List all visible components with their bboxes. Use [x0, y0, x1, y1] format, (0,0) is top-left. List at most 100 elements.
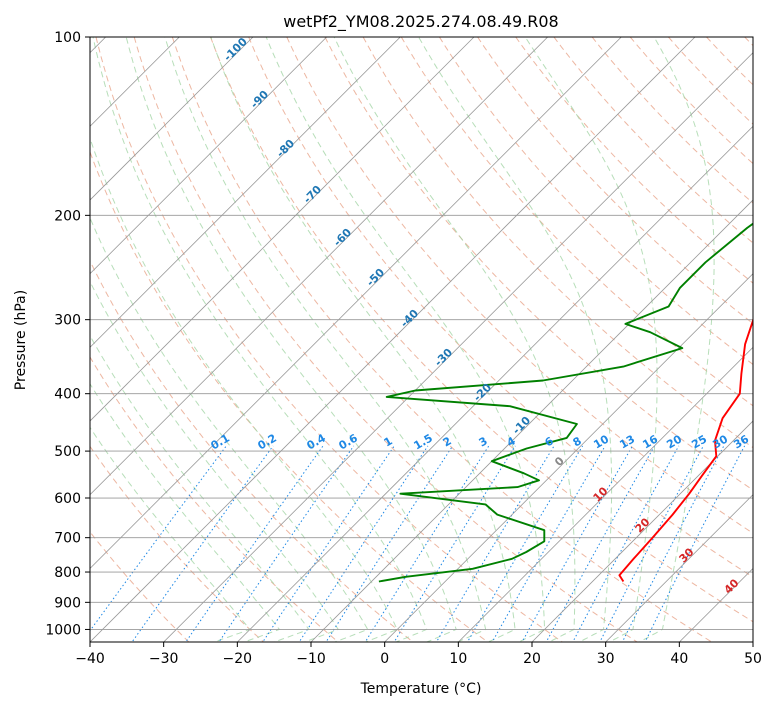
isotherm-line: [299, 37, 775, 654]
dry-adiabat: [134, 37, 655, 654]
mixing-ratio-label: 10: [591, 432, 611, 451]
y-tick-label: 100: [54, 30, 81, 46]
dry-adiabat: [363, 37, 775, 654]
x-tick-label: −40: [75, 651, 105, 667]
dry-adiabat: [287, 37, 775, 654]
isotherm-line: [520, 37, 775, 654]
mixing-ratio-label: 30: [710, 432, 730, 451]
y-axis-label: Pressure (hPa): [13, 290, 29, 390]
mixing-ratio-line: [178, 446, 324, 654]
dry-adiabat: [96, 37, 580, 654]
dry-adiabat: [401, 37, 775, 654]
dry-adiabat: [249, 37, 775, 654]
x-axis: −40 −30 −20 −10 0 10 20 30 40 50: [75, 642, 762, 667]
moist-adiabat: [15, 37, 338, 654]
dry-adiabat-label: 10: [591, 484, 611, 504]
isotherm-line: [741, 37, 775, 654]
mixing-ratio-line: [639, 446, 744, 654]
moist-adiabat: [419, 37, 612, 654]
x-tick-label: −10: [296, 651, 326, 667]
isotherm-line: [446, 37, 775, 654]
isotherm-line: [78, 37, 695, 654]
dry-adiabat: [554, 37, 775, 654]
y-tick-label: 900: [54, 595, 81, 611]
mixing-ratio-line: [292, 446, 428, 654]
dewpoint-line: [379, 37, 775, 582]
mixing-ratio-label: 20: [664, 432, 684, 451]
moist-adiabat: [0, 37, 309, 654]
inplot-labels: -100-90-80-70-60-50-40-30-20-10010203040…: [209, 35, 752, 597]
isotherm-line: [0, 37, 253, 654]
x-tick-label: 40: [670, 651, 688, 667]
isotherm-line: [0, 37, 474, 654]
x-tick-label: 50: [744, 651, 762, 667]
x-tick-label: 0: [380, 651, 389, 667]
mixing-ratio-line: [461, 446, 583, 654]
x-axis-label: Temperature (°C): [360, 681, 482, 697]
dry-adiabat: [707, 37, 775, 654]
mixing-ratio-line: [319, 446, 453, 654]
mixing-ratio-line: [124, 446, 274, 654]
moist-adiabat: [126, 37, 456, 654]
dry-adiabat: [516, 37, 775, 654]
dry-adiabat-label: -70: [301, 183, 324, 206]
background-lines: [0, 37, 775, 654]
mixing-ratio-line: [486, 446, 606, 654]
y-tick-label: 700: [54, 531, 81, 547]
y-tick-label: 1000: [45, 622, 81, 638]
temperature-line: [619, 37, 775, 582]
mixing-ratio-line: [540, 446, 655, 654]
dry-adiabat: [0, 37, 277, 654]
mixing-ratio-label: 1.5: [412, 431, 435, 452]
mixing-ratio-label: 0.4: [305, 431, 329, 452]
dry-adiabat-label: 30: [677, 545, 697, 565]
x-tick-label: 20: [523, 651, 541, 667]
moist-adiabat: [211, 37, 515, 654]
mixing-ratio-line: [617, 446, 724, 654]
mixing-ratio-line: [387, 446, 515, 654]
x-tick-label: −30: [149, 651, 179, 667]
y-tick-label: 400: [54, 387, 81, 403]
x-tick-label: −20: [223, 651, 253, 667]
mixing-ratio-label: 36: [731, 432, 751, 451]
dry-adiabat: [211, 37, 775, 654]
y-tick-label: 200: [54, 208, 81, 224]
isotherm-line: [373, 37, 775, 654]
chart-title: wetPf2_YM08.2025.274.08.49.R08: [283, 12, 558, 32]
dry-adiabat-label: -100: [221, 35, 250, 64]
y-tick-label: 300: [54, 313, 81, 329]
mixing-ratio-line: [211, 446, 354, 654]
mixing-ratio-line: [73, 446, 226, 654]
dry-adiabat: [58, 37, 504, 654]
mixing-ratio-line: [430, 446, 555, 654]
dry-adiabat: [478, 37, 775, 654]
moist-adiabat: [165, 37, 486, 654]
y-tick-label: 600: [54, 491, 81, 507]
data-series: [379, 37, 775, 582]
dry-adiabat-label: -60: [331, 226, 354, 249]
moist-adiabat: [525, 37, 657, 654]
mixing-ratio-line: [255, 446, 394, 654]
moist-adiabat: [0, 37, 250, 654]
dry-adiabat-label: -90: [248, 88, 271, 111]
dry-adiabat-label: -30: [432, 346, 455, 369]
x-tick-label: 10: [449, 651, 467, 667]
isotherm-line: [0, 37, 400, 654]
dry-adiabat-label: 40: [722, 576, 742, 596]
mixing-ratio-label: 25: [689, 433, 709, 452]
dry-adiabat: [172, 37, 731, 654]
dry-adiabat-label: -50: [364, 266, 387, 289]
dry-adiabat-label: -10: [510, 414, 533, 437]
dry-adiabat-label: -40: [398, 307, 421, 330]
x-tick-label: 30: [597, 651, 615, 667]
dry-adiabat: [0, 37, 352, 654]
moist-adiabat: [93, 37, 427, 654]
mixing-ratio-label: 8: [571, 434, 584, 449]
dry-adiabat-label: 20: [633, 515, 653, 535]
mixing-ratio-label: 16: [640, 432, 660, 451]
isotherm-line: [0, 37, 327, 654]
dry-adiabat-label: -80: [274, 137, 297, 160]
